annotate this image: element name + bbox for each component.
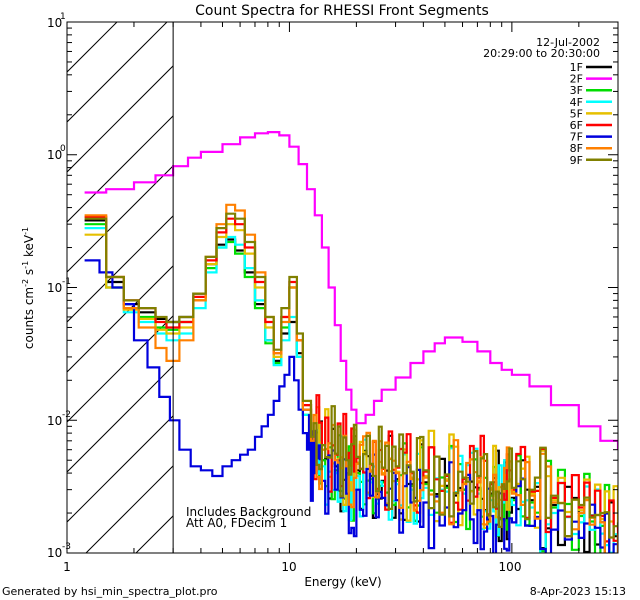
y-tick-exponent: 0 [60,144,66,154]
y-tick-label-1e-3: 10 -3 [47,542,71,560]
legend-label-4F: 4F [570,96,583,109]
y-axis-label-sup-cm: -2 [21,279,30,287]
y-tick-base: 10 [47,16,62,30]
legend-label-7F: 7F [570,131,583,144]
y-axis-label-s: s [22,269,36,279]
legend-label-3F: 3F [570,84,583,97]
series-line-7F [84,259,618,553]
y-tick-label-1e0: 10 0 [47,144,66,162]
y-axis-label-sup-s: -1 [21,261,30,269]
y-tick-label-1e-1: 10 -1 [47,277,71,295]
note-includes-background: Includes Background [186,505,311,519]
y-axis-label-sup-kev: -1 [21,227,30,235]
y-tick-label-1e-2: 10 -2 [47,410,71,428]
footer-timestamp: 8-Apr-2023 15:13 [530,585,626,598]
chart-title: Count Spectra for RHESSI Front Segments [195,3,489,19]
y-tick-base: 10 [47,148,62,162]
hatch-line [67,415,174,523]
legend-label-2F: 2F [570,73,583,86]
observation-time-range: 20:29:00 to 20:30:00 [483,47,600,60]
hatch-line [67,65,174,173]
note-attenuator-state: Att A0, FDecim 1 [186,516,287,530]
series-line-2F [84,131,618,450]
y-tick-base: 10 [47,281,62,295]
y-tick-exponent: -1 [62,277,71,287]
x-tick-label-100: 100 [499,560,522,574]
spectra-series-group [84,131,618,553]
x-axis-label: Energy (keV) [304,575,381,589]
hatch-line [67,22,168,123]
legend-label-1F: 1F [570,61,583,74]
legend-label-6F: 6F [570,119,583,132]
y-tick-exponent: 1 [60,12,66,22]
y-tick-exponent: -2 [62,410,71,420]
y-tick-exponent: -3 [62,542,71,552]
x-tick-label-1: 1 [63,560,71,574]
y-axis-label-main: counts cm [22,287,36,349]
series-line-9F [84,212,618,539]
hatched-low-energy-region [67,22,174,553]
footer-generated-by: Generated by hsi_min_spectra_plot.pro [2,585,218,598]
legend-label-5F: 5F [570,107,583,120]
hatch-line [67,115,174,223]
y-tick-base: 10 [47,414,62,428]
x-tick-label-10: 10 [281,560,296,574]
y-tick-label-1e1: 10 1 [47,12,66,30]
y-axis-label: counts cm-2 s-1 keV-1 [21,227,36,349]
y-axis-label-kev: keV [22,234,36,261]
legend-label-9F: 9F [570,154,583,167]
axis-ticks [66,21,619,554]
hatch-line [67,265,174,373]
hatch-line [67,215,174,323]
y-tick-base: 10 [47,546,62,560]
legend-label-8F: 8F [570,142,583,155]
hatch-line [67,365,174,473]
observation-date: 12-Jul-2002 [536,36,600,49]
